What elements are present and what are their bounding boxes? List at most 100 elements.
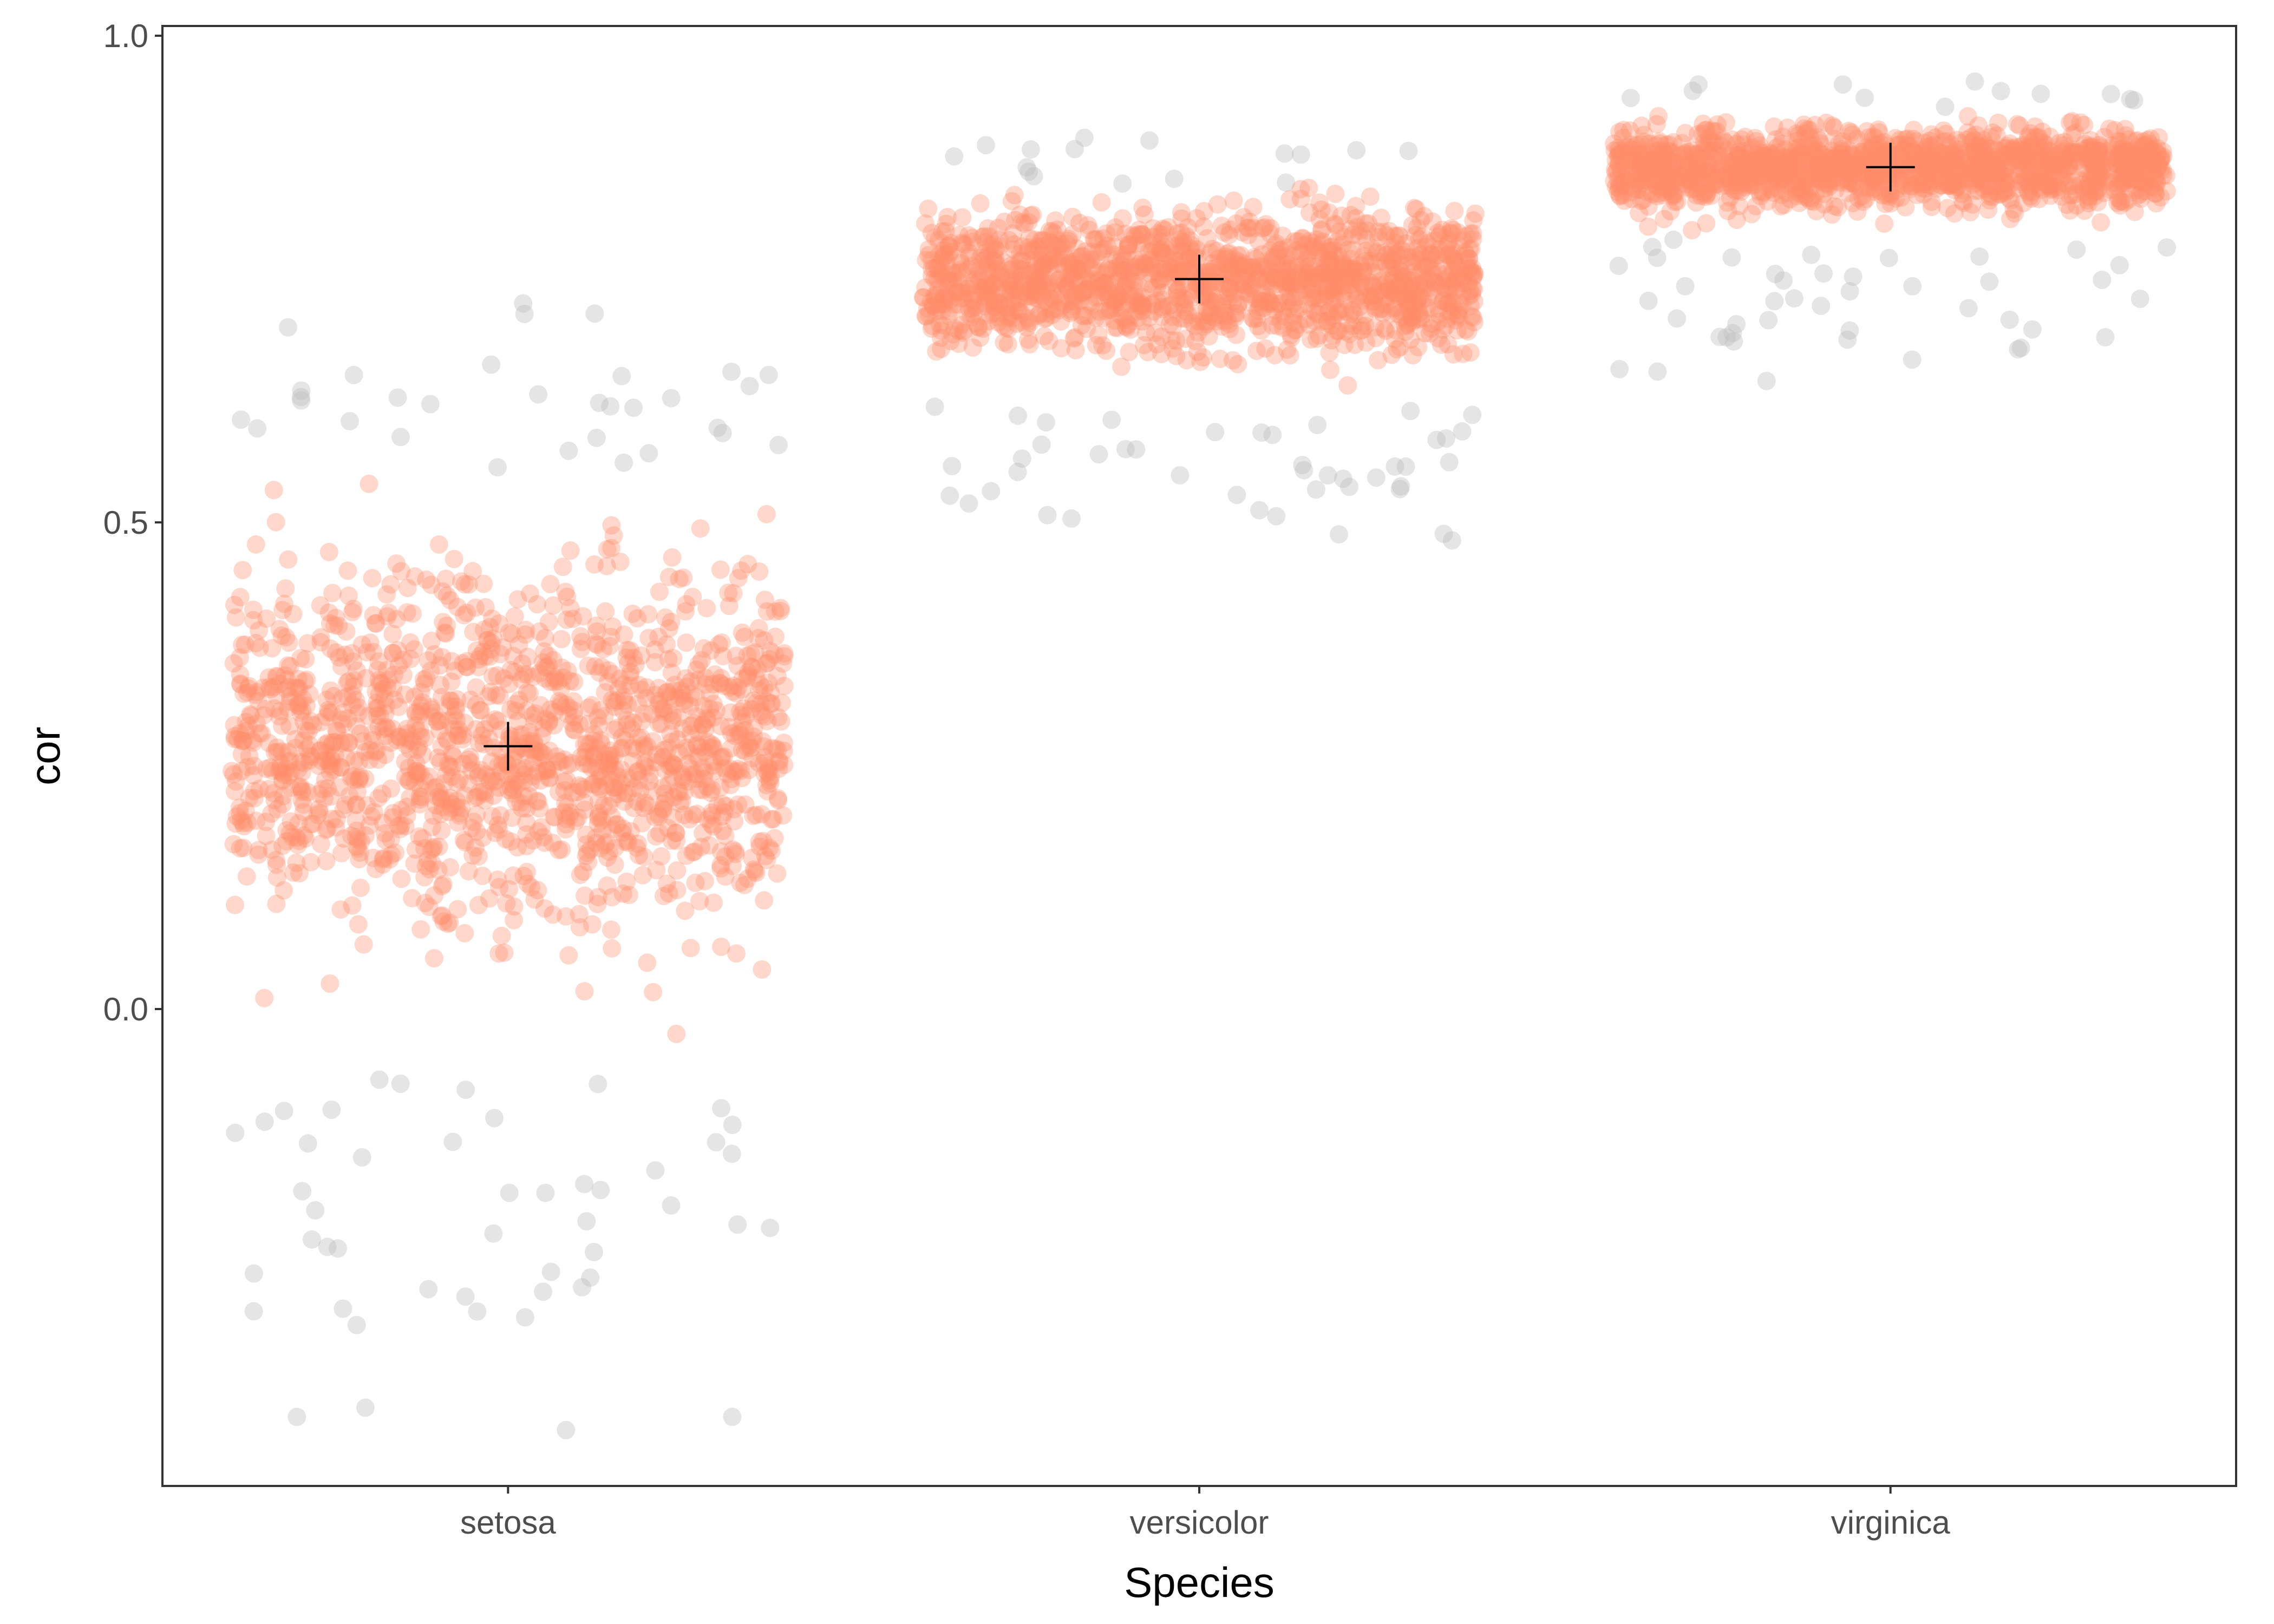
data-point [1067,285,1086,304]
data-point [344,652,363,671]
data-point [596,835,615,854]
outlier-point [559,441,578,460]
data-point [1415,207,1434,226]
data-point [973,227,992,246]
data-point [1286,320,1305,339]
outlier-point [2000,310,2019,329]
data-point [414,670,433,689]
data-point [1229,252,1248,271]
data-point [508,775,527,794]
data-point [236,801,255,820]
data-point [1204,272,1222,291]
data-point [763,739,782,758]
data-point [1421,245,1440,264]
data-point [677,595,696,614]
data-point [680,810,699,829]
data-point [619,886,638,905]
outlier-point [761,1219,780,1237]
data-point [1376,321,1395,340]
data-point [310,803,329,822]
data-point [1311,285,1330,304]
data-point [1460,286,1479,305]
data-point [473,828,492,847]
data-point [1280,190,1299,209]
data-point [971,328,990,347]
data-point [704,762,723,781]
data-point [604,778,623,797]
data-point [369,750,388,769]
data-point [279,766,298,785]
data-point [1251,292,1270,311]
data-point [239,716,258,735]
data-point [693,759,712,778]
data-point [1087,309,1106,328]
data-point [338,709,357,728]
data-point [735,721,754,739]
data-point [319,733,338,752]
data-point [736,795,755,814]
data-point [226,608,245,627]
data-point [615,625,633,644]
data-point [756,707,775,726]
data-point [500,726,519,745]
data-point [1054,257,1073,276]
data-point [1265,248,1283,266]
data-point [445,719,463,738]
data-point [1012,265,1031,284]
data-point [1338,376,1357,395]
data-point [676,669,695,688]
data-point [774,654,792,673]
data-point [383,644,402,663]
data-point [1066,340,1085,359]
data-point [429,535,448,554]
data-point [545,703,564,722]
data-point [384,679,403,698]
data-point [394,665,413,684]
data-point [969,317,988,336]
data-point [1400,280,1419,299]
data-point [1247,342,1266,361]
data-point [1407,200,1426,219]
data-point [1051,246,1070,265]
data-point [618,784,637,803]
data-point [432,790,450,809]
data-point [1428,263,1447,282]
data-point [409,763,428,782]
data-point [417,570,436,589]
data-point [410,827,429,846]
data-point [1683,221,1702,240]
data-point [331,758,350,777]
data-point [290,697,308,716]
data-point [432,821,451,840]
outlier-point [515,1308,534,1327]
data-point [1408,300,1427,319]
data-point [573,632,592,651]
data-point [1167,282,1186,300]
outlier-point [1840,282,1859,301]
data-point [1310,193,1329,212]
data-point [737,731,756,750]
data-point [1356,241,1375,260]
data-point [712,669,730,687]
data-point [275,594,294,613]
data-point [656,791,675,810]
data-point [742,644,761,663]
data-point [1220,258,1239,277]
data-point [1132,225,1151,244]
data-point [478,631,496,650]
data-point [753,732,772,751]
data-point [359,706,378,725]
data-point [1003,291,1022,310]
data-point [474,574,493,593]
data-point [1163,237,1182,256]
data-point [1427,274,1446,293]
outlier-point [306,1201,325,1220]
data-point [1029,271,1048,289]
data-point [694,697,713,716]
data-point [1246,250,1265,269]
data-point [1149,263,1168,282]
data-point [1132,294,1151,313]
data-point [663,548,682,567]
data-point [279,752,298,771]
